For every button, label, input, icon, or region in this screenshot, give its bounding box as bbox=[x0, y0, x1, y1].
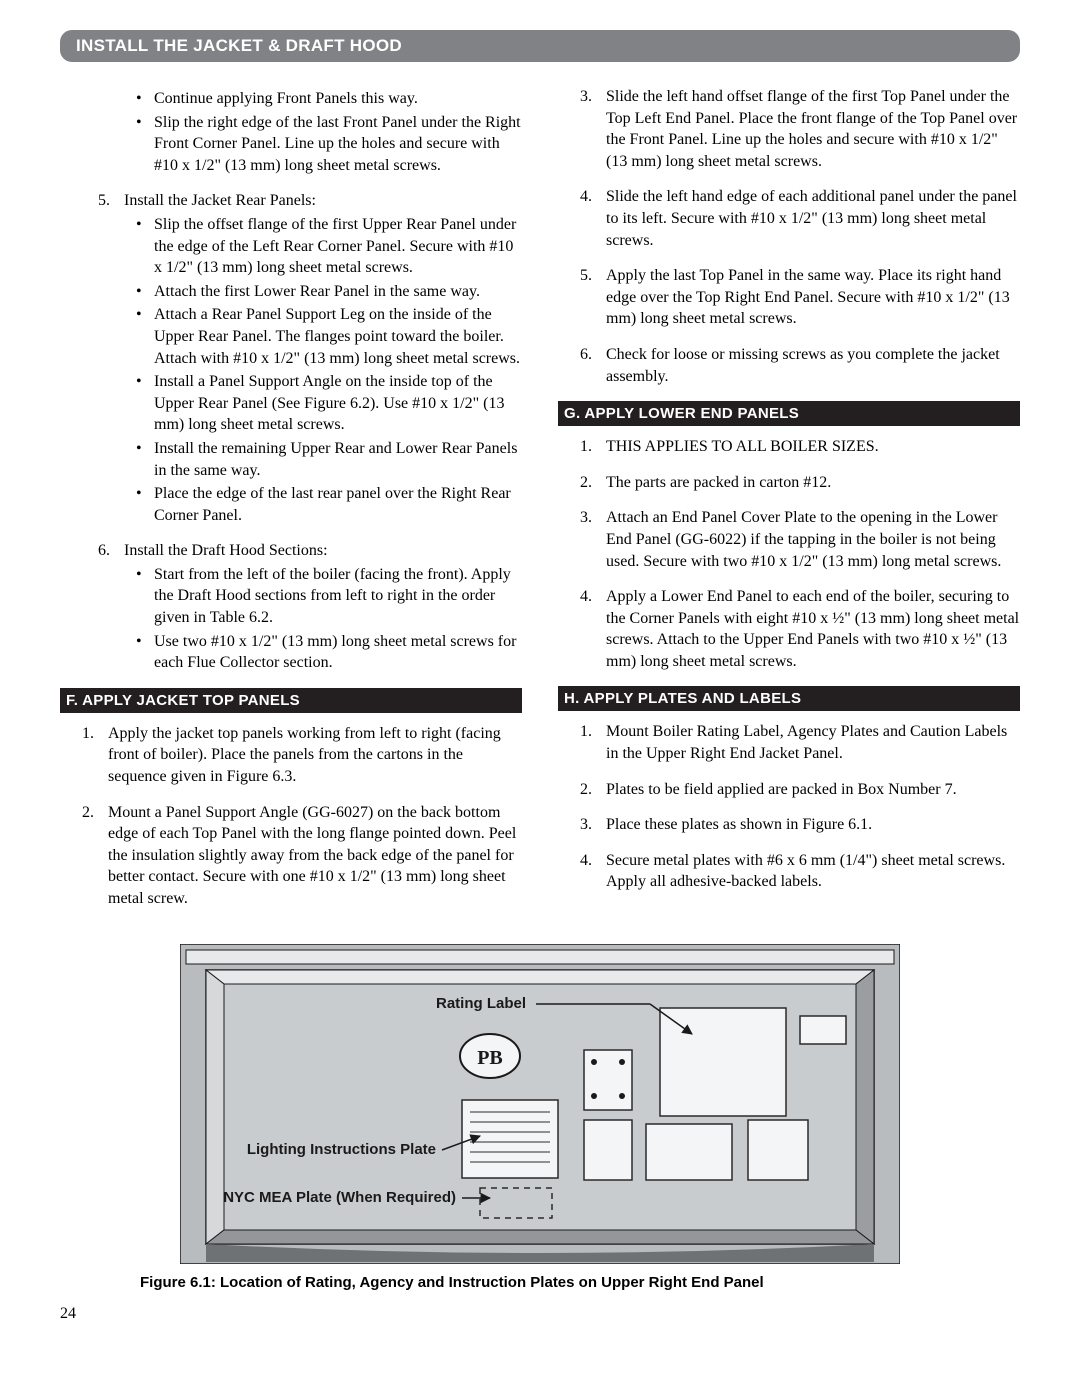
bullet: Install a Panel Support Angle on the ins… bbox=[150, 371, 522, 436]
svg-text:PB: PB bbox=[477, 1047, 503, 1069]
list-text: THIS APPLIES TO ALL BOILER SIZES. bbox=[606, 438, 879, 455]
bullet: Attach the first Lower Rear Panel in the… bbox=[150, 281, 522, 303]
list-item: 1. Apply the jacket top panels working f… bbox=[108, 723, 522, 788]
list-number: 5. bbox=[580, 265, 592, 287]
list-text: Check for loose or missing screws as you… bbox=[606, 346, 1000, 385]
list-item: 5. Install the Jacket Rear Panels: Slip … bbox=[124, 190, 522, 526]
list-text: Plates to be field applied are packed in… bbox=[606, 781, 957, 798]
list-text: The parts are packed in carton #12. bbox=[606, 474, 831, 491]
list-text: Mount a Panel Support Angle (GG-6027) on… bbox=[108, 804, 516, 907]
bullet: Slip the offset flange of the first Uppe… bbox=[150, 214, 522, 279]
list-text: Attach an End Panel Cover Plate to the o… bbox=[606, 509, 1001, 569]
list-text: Install the Draft Hood Sections: bbox=[124, 542, 328, 559]
list-number: 1. bbox=[580, 721, 592, 743]
list-text: Place these plates as shown in Figure 6.… bbox=[606, 816, 872, 833]
list-item: 3. Place these plates as shown in Figure… bbox=[606, 814, 1020, 836]
svg-text:NYC MEA Plate (When Required): NYC MEA Plate (When Required) bbox=[223, 1189, 456, 1206]
right-column: 3. Slide the left hand offset flange of … bbox=[558, 86, 1020, 924]
list-text: Apply the jacket top panels working from… bbox=[108, 725, 501, 785]
subsection-header-f: F. APPLY JACKET TOP PANELS bbox=[60, 688, 522, 713]
list-item: 3. Slide the left hand offset flange of … bbox=[606, 86, 1020, 172]
list-item: 4. Secure metal plates with #6 x 6 mm (1… bbox=[606, 850, 1020, 893]
list-text: Slide the left hand edge of each additio… bbox=[606, 188, 1017, 248]
list-number: 2. bbox=[580, 779, 592, 801]
list-number: 2. bbox=[580, 472, 592, 494]
list-item: 1. Mount Boiler Rating Label, Agency Pla… bbox=[606, 721, 1020, 764]
list-item: Continue applying Front Panels this way.… bbox=[124, 88, 522, 176]
page-number: 24 bbox=[60, 1305, 1080, 1323]
svg-text:Lighting Instructions Plate: Lighting Instructions Plate bbox=[247, 1141, 436, 1158]
figure-caption: Figure 6.1: Location of Rating, Agency a… bbox=[140, 1274, 1020, 1291]
bullet: Place the edge of the last rear panel ov… bbox=[150, 483, 522, 526]
list-number: 1. bbox=[580, 436, 592, 458]
list-number: 3. bbox=[580, 86, 592, 108]
section-header: INSTALL THE JACKET & DRAFT HOOD bbox=[60, 30, 1020, 62]
list-item: 3. Attach an End Panel Cover Plate to th… bbox=[606, 507, 1020, 572]
list-number: 3. bbox=[580, 507, 592, 529]
list-text: Secure metal plates with #6 x 6 mm (1/4"… bbox=[606, 852, 1005, 891]
list-item: 4. Apply a Lower End Panel to each end o… bbox=[606, 586, 1020, 672]
list-number: 6. bbox=[98, 540, 110, 562]
list-item: 5. Apply the last Top Panel in the same … bbox=[606, 265, 1020, 330]
bullet: Slip the right edge of the last Front Pa… bbox=[150, 112, 522, 177]
list-text: Apply a Lower End Panel to each end of t… bbox=[606, 588, 1019, 670]
list-number: 4. bbox=[580, 850, 592, 872]
figure-6-1: PB bbox=[180, 944, 900, 1264]
list-number: 2. bbox=[82, 802, 94, 824]
left-column: Continue applying Front Panels this way.… bbox=[60, 86, 522, 924]
list-item: 6. Check for loose or missing screws as … bbox=[606, 344, 1020, 387]
list-text: Mount Boiler Rating Label, Agency Plates… bbox=[606, 723, 1007, 762]
bullet: Continue applying Front Panels this way. bbox=[150, 88, 522, 110]
list-item: 6. Install the Draft Hood Sections: Star… bbox=[124, 540, 522, 674]
list-item: 2. Plates to be field applied are packed… bbox=[606, 779, 1020, 801]
figure-diagram: PB bbox=[180, 944, 900, 1264]
list-item: 2. Mount a Panel Support Angle (GG-6027)… bbox=[108, 802, 522, 910]
list-text: Install the Jacket Rear Panels: bbox=[124, 192, 316, 209]
list-number: 1. bbox=[82, 723, 94, 745]
list-number: 4. bbox=[580, 186, 592, 208]
list-number: 3. bbox=[580, 814, 592, 836]
list-text: Slide the left hand offset flange of the… bbox=[606, 88, 1017, 170]
svg-text:Rating Label: Rating Label bbox=[436, 995, 526, 1012]
list-item: 1. THIS APPLIES TO ALL BOILER SIZES. bbox=[606, 436, 1020, 458]
list-number: 6. bbox=[580, 344, 592, 366]
bullet: Attach a Rear Panel Support Leg on the i… bbox=[150, 304, 522, 369]
bullet: Install the remaining Upper Rear and Low… bbox=[150, 438, 522, 481]
list-text: Apply the last Top Panel in the same way… bbox=[606, 267, 1010, 327]
bullet: Use two #10 x 1/2" (13 mm) long sheet me… bbox=[150, 631, 522, 674]
list-number: 5. bbox=[98, 190, 110, 212]
subsection-header-h: H. APPLY PLATES AND LABELS bbox=[558, 686, 1020, 711]
bullet: Start from the left of the boiler (facin… bbox=[150, 564, 522, 629]
list-item: 4. Slide the left hand edge of each addi… bbox=[606, 186, 1020, 251]
subsection-header-g: G. APPLY LOWER END PANELS bbox=[558, 401, 1020, 426]
list-number: 4. bbox=[580, 586, 592, 608]
list-item: 2. The parts are packed in carton #12. bbox=[606, 472, 1020, 494]
